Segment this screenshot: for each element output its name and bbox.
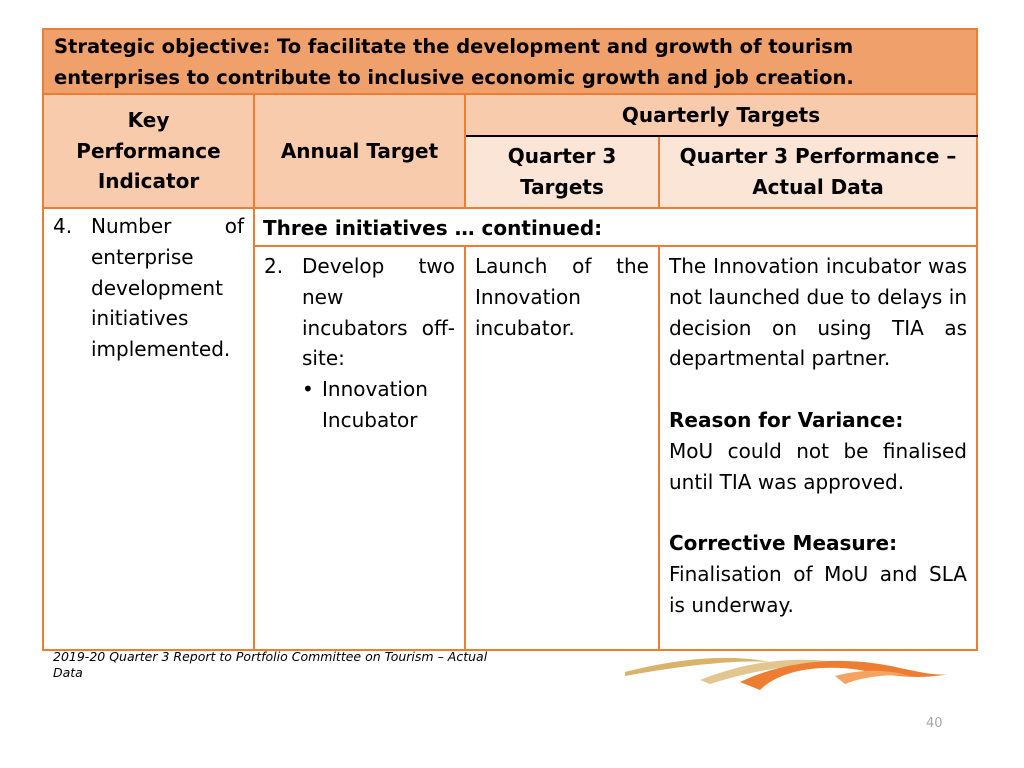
variance-heading: Reason for Variance:: [669, 407, 904, 432]
page-number: 40: [926, 716, 943, 731]
report-footer: 2019-20 Quarter 3 Report to Portfolio Co…: [53, 649, 488, 680]
q3-target-cell: Launch of the Innovation incubator.: [464, 245, 660, 651]
performance-text: The Innovation incubator was not launche…: [669, 254, 967, 371]
annual-target-item: 2. Develop two new incubators off-site:: [264, 251, 455, 374]
corrective-text: Finalisation of MoU and SLA is underway.: [669, 561, 967, 617]
bullet-icon: •: [302, 377, 314, 402]
kpi-number: 4.: [53, 214, 73, 238]
kpi-cell: 4. Number of enterprise development init…: [42, 207, 255, 651]
header-q3-targets: Quarter 3 Targets: [464, 135, 660, 209]
kpi-text: Number of enterprise development initiat…: [91, 214, 244, 362]
header-kpi: Key Performance Indicator: [42, 93, 255, 209]
header-q3-performance: Quarter 3 Performance – Actual Data: [658, 135, 978, 209]
header-quarterly-targets: Quarterly Targets: [464, 93, 978, 137]
annual-bullet-text: Innovation Incubator: [322, 377, 428, 432]
annual-bullet-item: • Innovation Incubator: [302, 374, 455, 436]
annual-target-cell: 2. Develop two new incubators off-site: …: [253, 245, 466, 651]
performance-cell: The Innovation incubator was not launche…: [658, 245, 978, 651]
annual-item-number: 2.: [264, 254, 284, 278]
kpi-item: 4. Number of enterprise development init…: [53, 211, 244, 365]
corrective-heading: Corrective Measure:: [669, 531, 898, 556]
continued-heading: Three initiatives … continued:: [253, 207, 978, 247]
strategic-objective: Strategic objective: To facilitate the d…: [42, 28, 978, 95]
performance-table: Strategic objective: To facilitate the d…: [42, 28, 978, 651]
annual-item-text: Develop two new incubators off-site:: [302, 254, 455, 371]
header-annual-target: Annual Target: [253, 93, 466, 209]
tourism-swoosh-logo: [625, 657, 948, 690]
variance-text: MoU could not be finalised until TIA was…: [669, 438, 967, 494]
